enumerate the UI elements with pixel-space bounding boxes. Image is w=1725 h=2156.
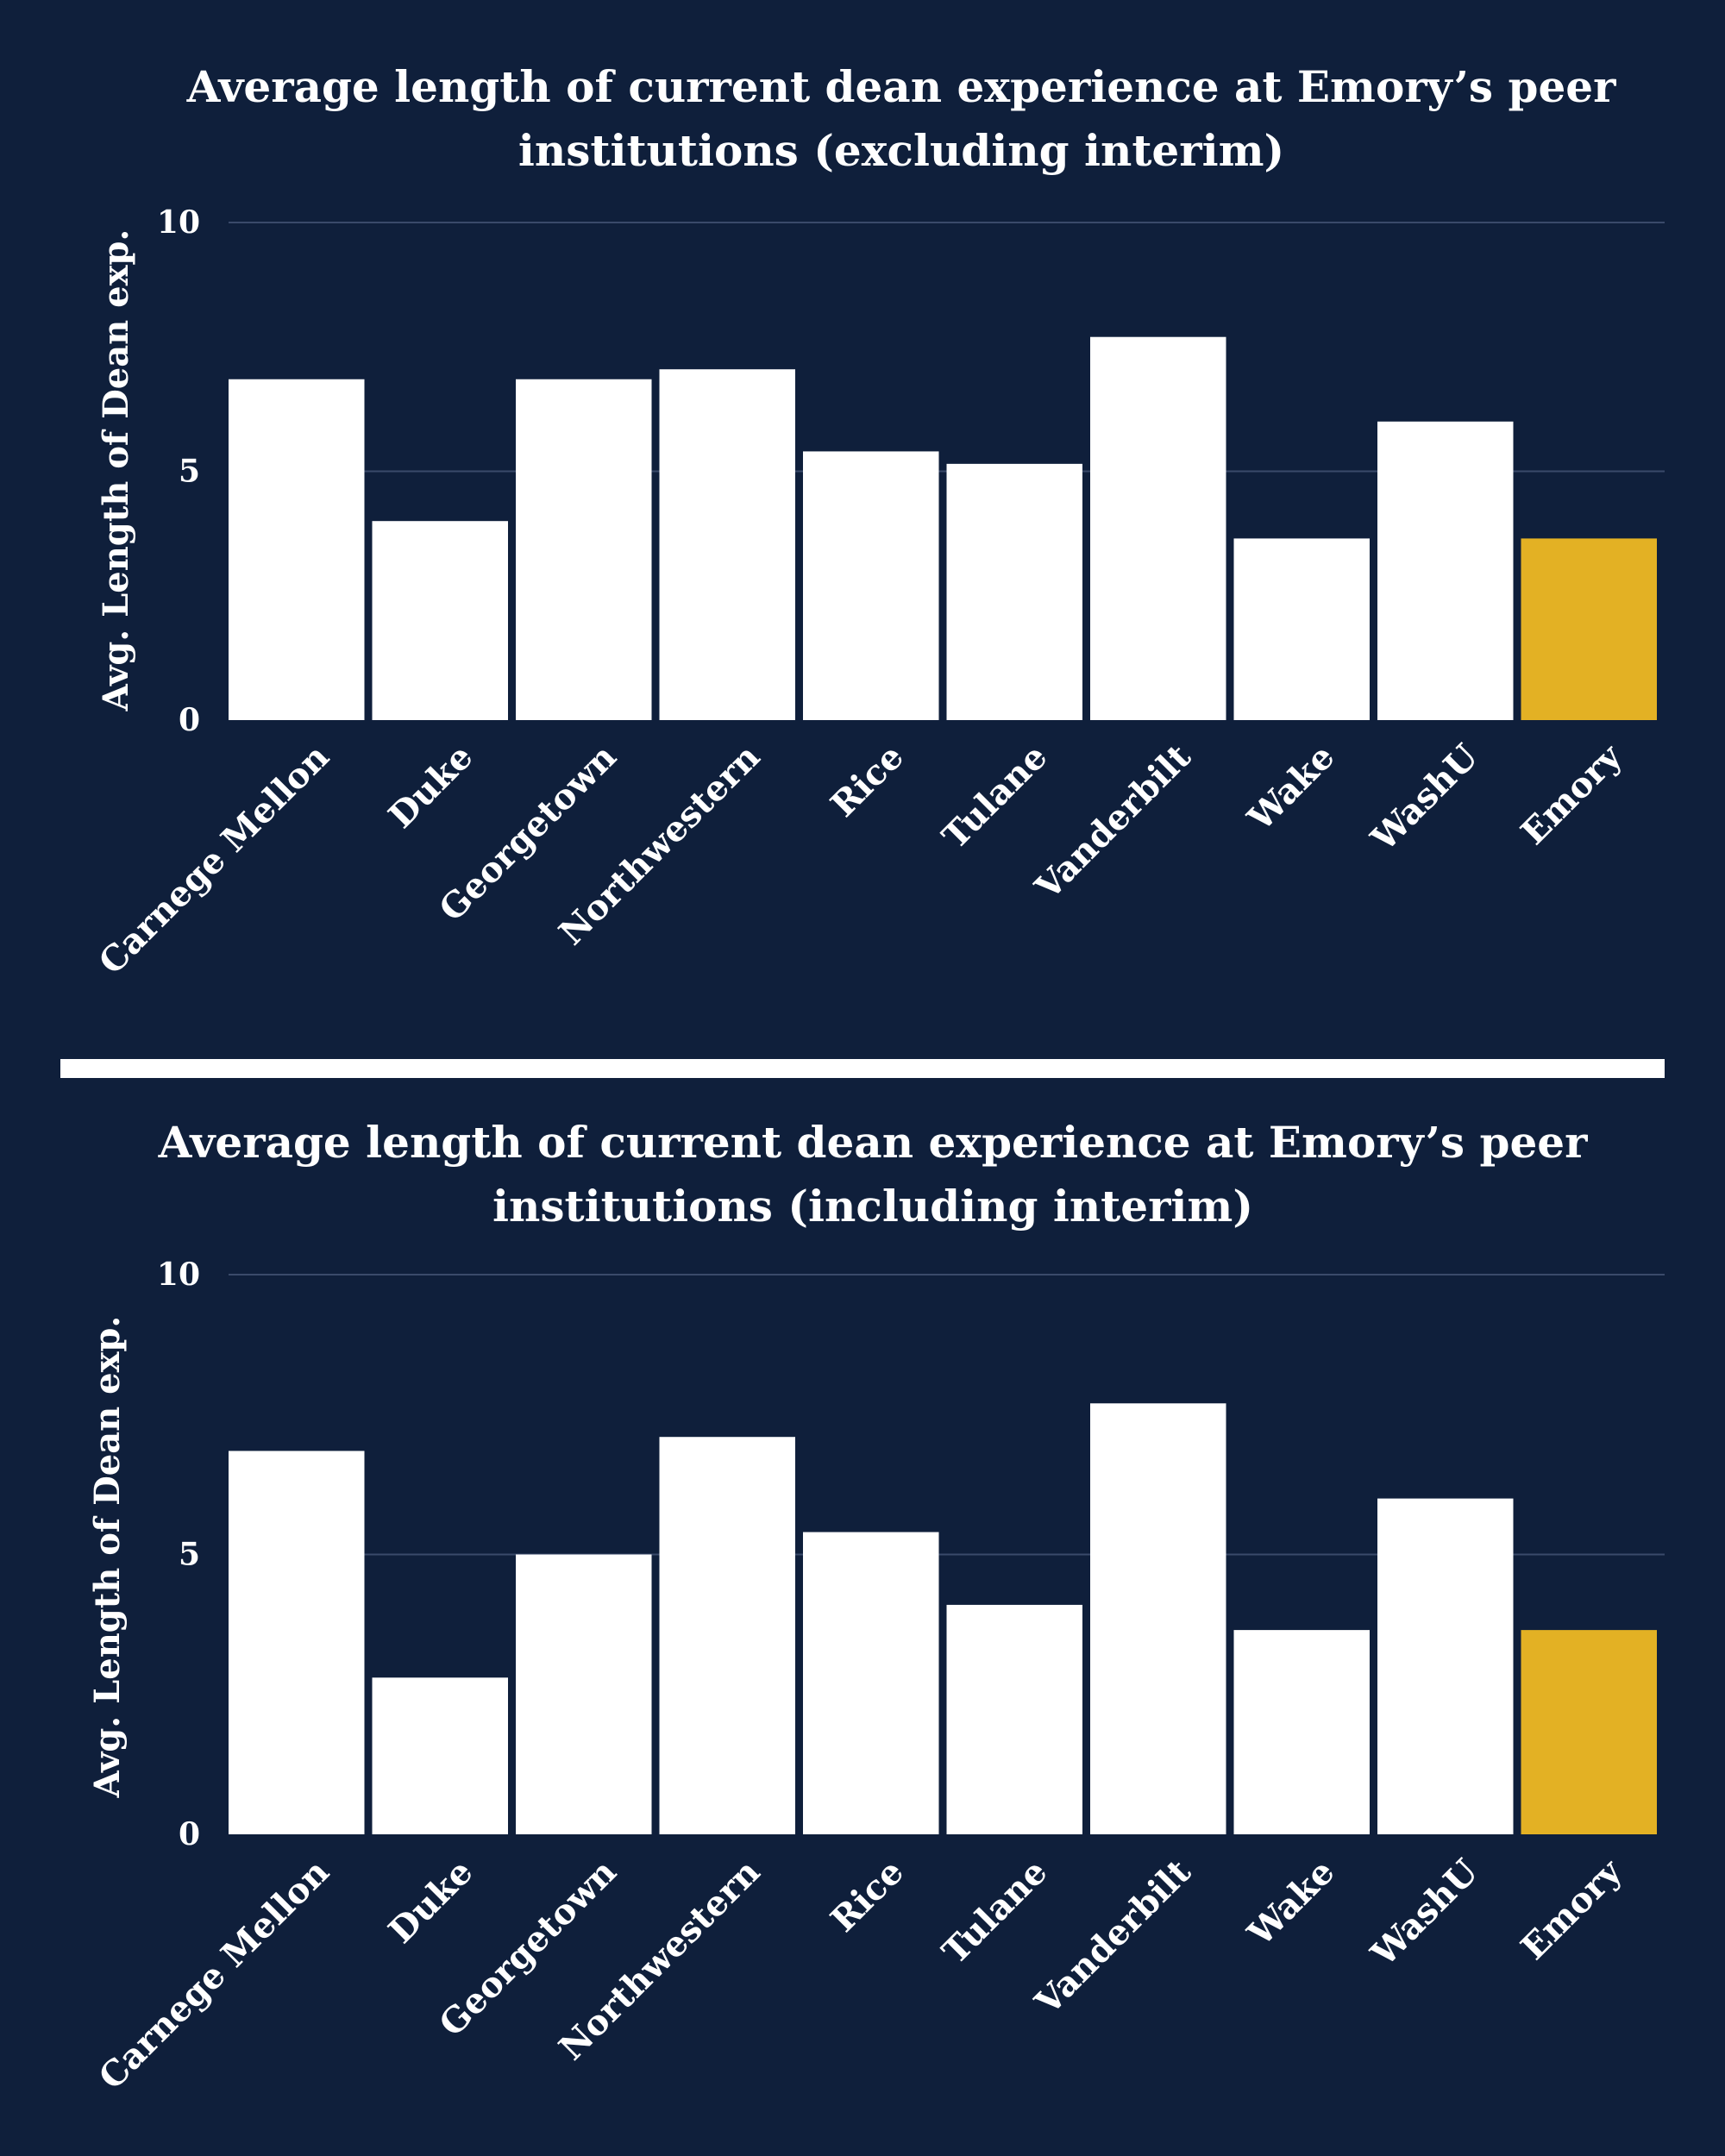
- bar-emory: [1521, 1630, 1657, 1834]
- y-tick-label: 0: [179, 702, 200, 738]
- chart-title-line-1: Average length of current dean experienc…: [158, 1117, 1588, 1168]
- bar-wake: [1233, 538, 1370, 720]
- y-axis-label: Avg. Length of Dean exp.: [96, 229, 136, 712]
- y-axis-label: Avg. Length of Dean exp.: [87, 1316, 128, 1799]
- chart-title-line-2: institutions (including interim): [492, 1181, 1253, 1232]
- bar-wake: [1233, 1630, 1370, 1834]
- bar-washu: [1377, 1498, 1514, 1834]
- chart-title-line-2: institutions (excluding interim): [518, 125, 1284, 176]
- bar-rice: [803, 451, 939, 720]
- bar-washu: [1377, 421, 1514, 720]
- bar-tulane: [946, 1604, 1082, 1834]
- bar-northwestern: [659, 369, 795, 720]
- bar-duke: [372, 1677, 508, 1834]
- y-tick-label: 10: [157, 1257, 200, 1293]
- bar-rice: [803, 1532, 939, 1834]
- y-tick-label: 5: [179, 454, 200, 490]
- bar-carnege-mellon: [229, 379, 365, 720]
- y-tick-label: 0: [179, 1816, 200, 1852]
- bar-duke: [372, 521, 508, 720]
- bar-georgetown: [516, 1554, 652, 1834]
- bar-emory: [1521, 538, 1657, 720]
- section-divider: [60, 1059, 1665, 1078]
- bar-vanderbilt: [1090, 1403, 1226, 1834]
- y-tick-label: 10: [157, 204, 200, 241]
- bar-northwestern: [659, 1437, 795, 1834]
- bar-carnege-mellon: [229, 1451, 365, 1834]
- y-tick-label: 5: [179, 1537, 200, 1573]
- bar-georgetown: [516, 379, 652, 720]
- bar-tulane: [946, 463, 1082, 720]
- chart-title-line-1: Average length of current dean experienc…: [186, 61, 1616, 112]
- bar-vanderbilt: [1090, 336, 1226, 720]
